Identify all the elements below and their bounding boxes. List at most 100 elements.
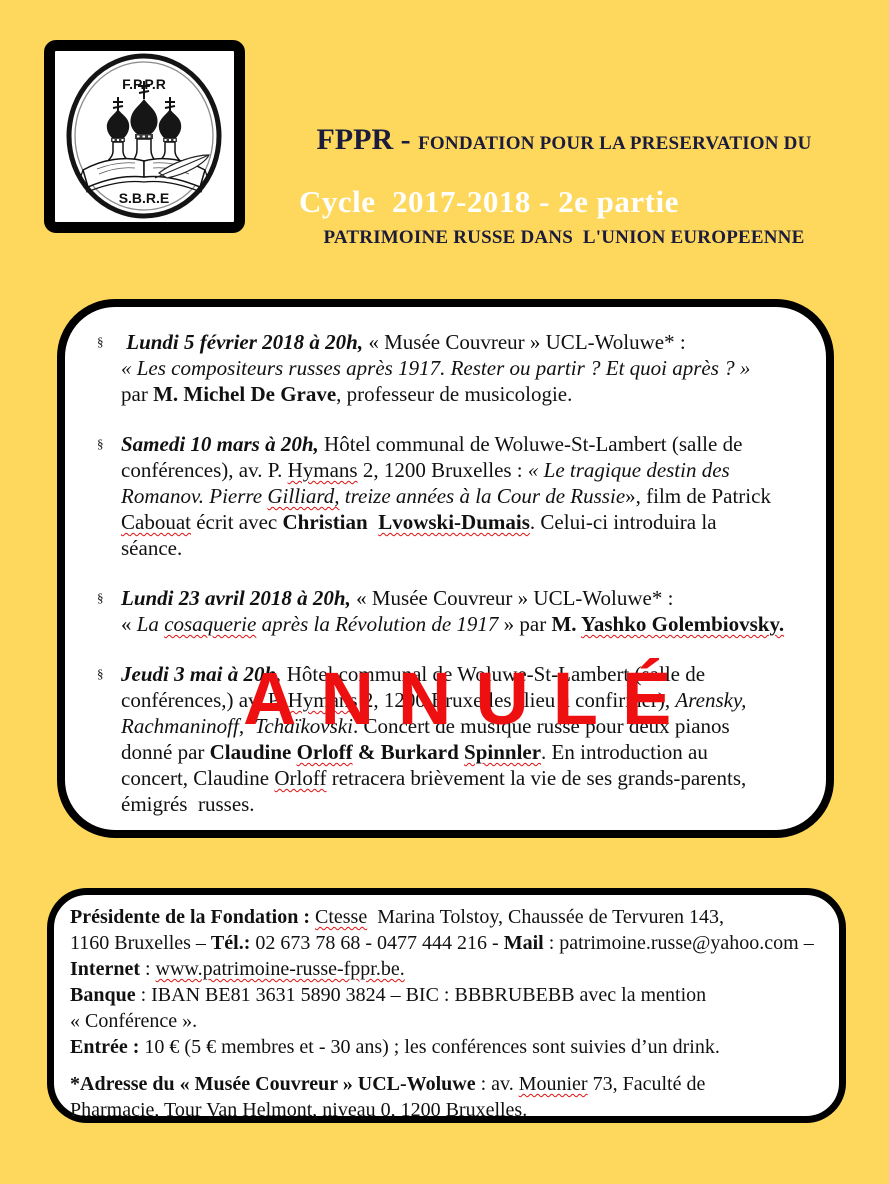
orthodox-crosses-icon [112, 81, 176, 113]
event-item: § Lundi 5 février 2018 à 20h, « Musée Co… [97, 329, 812, 407]
text-segment: « Musée Couvreur » UCL-Woluwe* : [363, 330, 686, 354]
event-line: Romanov. Pierre Gilliard, treize années … [121, 483, 771, 509]
footer-box: Présidente de la Fondation : Ctesse Mari… [47, 888, 846, 1123]
text-segment: Burkard [380, 740, 465, 764]
text-segment: concert, Claudine [121, 766, 275, 790]
text-segment: Arensky, [675, 688, 747, 712]
text-segment: Ctesse [315, 906, 368, 928]
footer-content: Présidente de la Fondation : Ctesse Mari… [70, 904, 827, 1123]
event-line: Rachmaninoff, Tchaïkovski. Concert de mu… [121, 713, 746, 739]
quill-icon [154, 154, 210, 179]
text-segment: Rachmaninoff, Tchaïkovski [121, 714, 353, 738]
event-line: concert, Claudine Orloff retracera brièv… [121, 765, 746, 791]
text-segment: retracera brièvement la vie de ses grand… [326, 766, 747, 790]
text-segment: Hôtel communal de Woluwe-St-Lambert (sal… [281, 662, 706, 686]
event-text: Lundi 23 avril 2018 à 20h, « Musée Couvr… [121, 585, 784, 637]
text-segment: « Les compositeurs russes après 1917. Re… [121, 356, 751, 380]
text-segment: Mail [503, 932, 544, 954]
footer-line: « Conférence ». [70, 1008, 827, 1034]
text-segment: conférences), av. P. [121, 458, 288, 482]
event-line: donné par Claudine Orloff & Burkard Spin… [121, 739, 746, 765]
text-segment: », film de Patrick [625, 484, 771, 508]
text-segment: Hymans [287, 688, 358, 712]
footer-line: *Adresse du « Musée Couvreur » UCL-Woluw… [70, 1071, 827, 1097]
text-segment: Jeudi 3 mai à 20h, [121, 662, 282, 686]
text-segment: cosaquerie [164, 612, 257, 636]
text-segment: *Adresse du « Musée Couvreur » UCL-Woluw… [70, 1073, 476, 1095]
text-segment: www.patrimoine-russe-fppr.be. [155, 958, 405, 980]
text-segment: après la Révolution de 1917 [256, 612, 499, 636]
text-segment: par [121, 382, 154, 406]
event-text: Lundi 5 février 2018 à 20h, « Musée Couv… [121, 329, 750, 407]
text-segment: Christian [282, 510, 379, 534]
footer-line: Banque : IBAN BE81 3631 5890 3824 – BIC … [70, 982, 827, 1008]
text-segment: : av. [475, 1073, 519, 1095]
footer-line: 1160 Bruxelles – Tél.: 02 673 78 68 - 04… [70, 930, 827, 956]
cycle-subtitle: Cycle 2017-2018 - 2e partie [299, 184, 679, 219]
event-bullet: § [97, 334, 104, 349]
text-segment: Lundi 5 février 2018 à 20h, [121, 330, 364, 354]
event-line: par M. Michel De Grave, professeur de mu… [121, 381, 750, 407]
text-segment: Romanov. Pierre [121, 484, 268, 508]
events-list: § Lundi 5 février 2018 à 20h, « Musée Co… [97, 329, 812, 817]
text-segment: émigrés russes. [121, 792, 255, 816]
text-segment: & [352, 740, 381, 764]
text-segment: conférences,) av. P. [121, 688, 288, 712]
text-segment: Tél.: [210, 932, 251, 954]
text-segment: Claudine [209, 740, 297, 764]
text-segment: Mounier [518, 1073, 588, 1095]
logo-bottom-label: S.B.R.E [119, 190, 170, 206]
text-segment: » par [498, 612, 552, 636]
text-segment: Gilliard, [267, 484, 340, 508]
event-line: séance. [121, 535, 771, 561]
text-segment: 2, 1200 Bruxelles : [357, 458, 528, 482]
text-segment: « Conférence ». [70, 1010, 198, 1032]
event-bullet: § [97, 590, 104, 605]
text-segment: Internet [70, 958, 140, 980]
text-segment: 1160 Bruxelles – [70, 932, 211, 954]
text-segment: M. Michel De Grave [153, 382, 337, 406]
text-segment: Hymans [287, 458, 358, 482]
text-segment: Samedi 10 mars à 20h, [121, 432, 319, 456]
text-segment: Cabouat [121, 510, 191, 534]
event-line: Cabouat écrit avec Christian Lvowski-Dum… [121, 509, 771, 535]
text-segment: . Celui-ci introduira la [529, 510, 717, 534]
text-segment: La [136, 612, 165, 636]
event-line: « La cosaquerie après la Révolution de 1… [121, 611, 784, 637]
text-segment: écrit avec [190, 510, 283, 534]
text-segment: . En introduction au [541, 740, 708, 764]
org-title-line1: FPPR - FONDATION POUR LA PRESERVATION DU [288, 124, 840, 160]
text-segment: treize années à la Cour de Russie [339, 484, 626, 508]
text-segment: Yashko Golembiovsky. [581, 612, 785, 636]
org-title: FPPR - FONDATION POUR LA PRESERVATION DU… [288, 62, 840, 315]
logo-inner-circle [74, 61, 214, 211]
org-name-part2: PATRIMOINE RUSSE DANS L'UNION EUROPEENNE [323, 227, 805, 248]
event-bullet: § [97, 436, 104, 451]
event-item: § Lundi 23 avril 2018 à 20h, « Musée Couv… [97, 585, 812, 637]
event-text: Samedi 10 mars à 20h, Hôtel communal de … [121, 431, 771, 561]
text-segment: Spinnler [464, 740, 542, 764]
footer-line: Entrée : 10 € (5 € membres et - 30 ans) … [70, 1034, 827, 1060]
logo-artwork-icon: F.P.P.R [66, 53, 222, 219]
text-segment: séance. [121, 536, 183, 560]
text-segment: donné par [121, 740, 210, 764]
text-segment: Orloff [296, 740, 353, 764]
footer-line: Pharmacie, Tour Van Helmont, niveau 0, 1… [70, 1097, 827, 1123]
text-segment: 02 673 78 68 - 0477 444 216 - [250, 932, 504, 954]
org-acronym: FPPR - [316, 123, 419, 156]
text-segment: Hôtel communal de Woluwe-St-Lambert (sal… [318, 432, 743, 456]
text-segment: , professeur de musicologie. [336, 382, 573, 406]
text-segment: : [139, 958, 156, 980]
text-segment: Pharmacie, Tour Van Helmont, niveau 0, 1… [70, 1099, 528, 1121]
event-item: § Samedi 10 mars à 20h, Hôtel communal de… [97, 431, 812, 561]
event-line: conférences), av. P. Hymans 2, 1200 Brux… [121, 457, 771, 483]
text-segment: « Musée Couvreur » UCL-Woluwe* : [350, 586, 674, 610]
text-segment: « Le tragique destin des [527, 458, 730, 482]
event-line: conférences,) av. P. Hymans 2, 1200 Brux… [121, 687, 746, 713]
events-box: § Lundi 5 février 2018 à 20h, « Musée Co… [57, 299, 834, 838]
text-segment: . Concert de musique russe pour deux pia… [352, 714, 730, 738]
text-segment: 73, Faculté de [587, 1073, 706, 1095]
event-line: « Les compositeurs russes après 1917. Re… [121, 355, 750, 381]
text-segment: : patrimoine.russe@yahoo.com – [543, 932, 814, 954]
